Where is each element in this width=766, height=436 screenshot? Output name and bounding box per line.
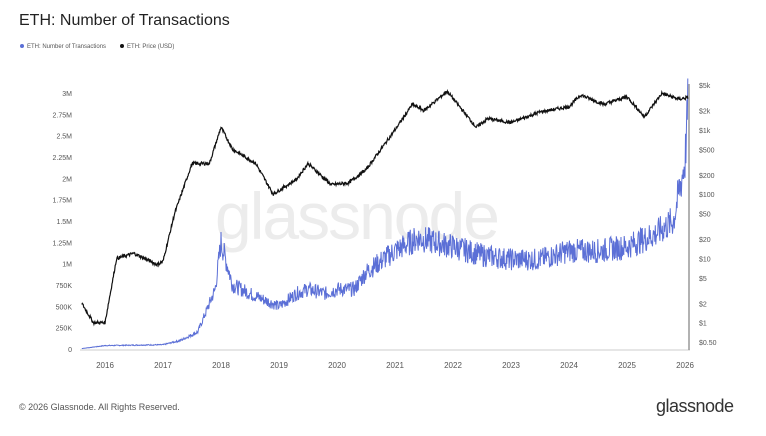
y-left-tick-label: 1M xyxy=(62,262,72,269)
legend-item-price[interactable]: ETH: Price (USD) xyxy=(120,44,174,50)
y-right-tick-label: $5k xyxy=(699,83,711,90)
y-left-tick-label: 1.25M xyxy=(53,240,73,247)
y-right-tick-label: $1k xyxy=(699,128,711,135)
y-right-tick-label: $20 xyxy=(699,237,711,244)
x-tick-label: 2020 xyxy=(328,361,346,370)
legend-dot-icon xyxy=(120,44,125,49)
x-tick-label: 2026 xyxy=(676,361,694,370)
legend-dot-icon xyxy=(20,44,24,49)
x-tick-label: 2019 xyxy=(270,361,288,370)
y-right-tick-label: $100 xyxy=(699,192,715,199)
y-left-tick-label: 0 xyxy=(68,347,72,354)
y-right-tick-label: $1 xyxy=(699,321,707,328)
y-right-tick-label: $200 xyxy=(699,173,715,180)
copyright: © 2026 Glassnode. All Rights Reserved. xyxy=(19,402,180,412)
y-left-tick-label: 1.75M xyxy=(53,198,73,205)
y-right-tick-label: $500 xyxy=(699,147,715,154)
y-right-tick-label: $2k xyxy=(699,109,711,116)
x-tick-label: 2024 xyxy=(560,361,578,370)
y-left-tick-label: 1.5M xyxy=(56,219,72,226)
price-line xyxy=(81,88,689,327)
y-right-tick-label: $50 xyxy=(699,212,711,219)
x-tick-label: 2023 xyxy=(502,361,520,370)
y-left-tick-label: 750K xyxy=(56,283,73,290)
y-left-tick-label: 250K xyxy=(56,326,73,333)
brand-logo: glassnode xyxy=(656,396,734,416)
y-left-tick-label: 500K xyxy=(56,304,73,311)
page-title: ETH: Number of Transactions xyxy=(19,12,230,29)
x-tick-label: 2016 xyxy=(96,361,114,370)
y-right-tick-label: $5 xyxy=(699,276,707,283)
y-left-tick-label: 2.5M xyxy=(56,134,72,141)
legend-label: ETH: Number of Transactions xyxy=(27,44,107,50)
x-tick-label: 2021 xyxy=(386,361,404,370)
y-left-tick-label: 2.75M xyxy=(53,112,73,119)
legend-label: ETH: Price (USD) xyxy=(127,44,175,50)
x-tick-label: 2025 xyxy=(618,361,636,370)
x-tick-label: 2017 xyxy=(154,361,172,370)
y-right-tick-label: $0.50 xyxy=(699,340,717,347)
y-left-tick-label: 2M xyxy=(62,176,72,183)
y-left-tick-label: 3M xyxy=(62,91,72,98)
y-left-tick-label: 2.25M xyxy=(53,155,73,162)
transactions-line xyxy=(81,78,689,350)
y-right-tick-label: $10 xyxy=(699,256,711,263)
legend: ETH: Number of Transactions ETH: Price (… xyxy=(20,44,174,50)
y-right-tick-label: $2 xyxy=(699,301,707,308)
x-tick-label: 2022 xyxy=(444,361,462,370)
x-tick-label: 2018 xyxy=(212,361,230,370)
legend-item-transactions[interactable]: ETH: Number of Transactions xyxy=(20,44,106,50)
